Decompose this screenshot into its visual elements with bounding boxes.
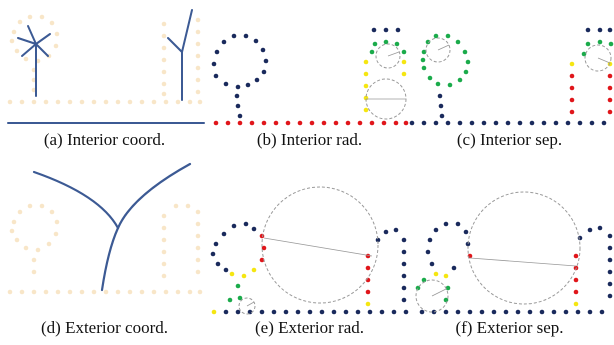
skeleton-curves [32, 162, 192, 292]
green-dots [415, 277, 451, 303]
yellow-dots [569, 61, 613, 67]
caption-exterior-coord: (d) Exterior coord. [41, 318, 168, 337]
navy-dots [210, 221, 409, 315]
faint-outline-dots [7, 203, 203, 295]
panel-exterior-rad [210, 186, 409, 315]
navy-dots [409, 27, 613, 126]
red-dots [259, 233, 371, 295]
red-dots [467, 253, 579, 295]
green-dots [420, 33, 614, 88]
panel-exterior-sep [415, 191, 613, 315]
red-dots [569, 73, 613, 115]
navy-dots [419, 221, 613, 315]
skeleton-lines [7, 9, 205, 124]
panel-interior-rad [211, 27, 409, 126]
green-dots [369, 39, 407, 55]
navy-dots [211, 27, 401, 119]
caption-exterior-rad: (e) Exterior rad. [254, 318, 365, 337]
caption-exterior-sep: (f) Exterior sep. [455, 318, 564, 337]
yellow-dots [433, 271, 579, 307]
red-dots [213, 120, 409, 126]
caption-interior-sep: (c) Interior sep. [456, 130, 563, 149]
yellow-dots [363, 59, 407, 113]
radius-circles [365, 43, 407, 120]
panel-interior-coord [7, 9, 205, 124]
panel-exterior-coord [7, 162, 203, 295]
caption-interior-rad: (b) Interior rad. [256, 130, 363, 149]
yellow-dots [211, 267, 371, 315]
green-dots [227, 283, 243, 303]
panel-interior-sep [409, 27, 614, 126]
caption-interior-coord: (a) Interior coord. [43, 130, 166, 149]
